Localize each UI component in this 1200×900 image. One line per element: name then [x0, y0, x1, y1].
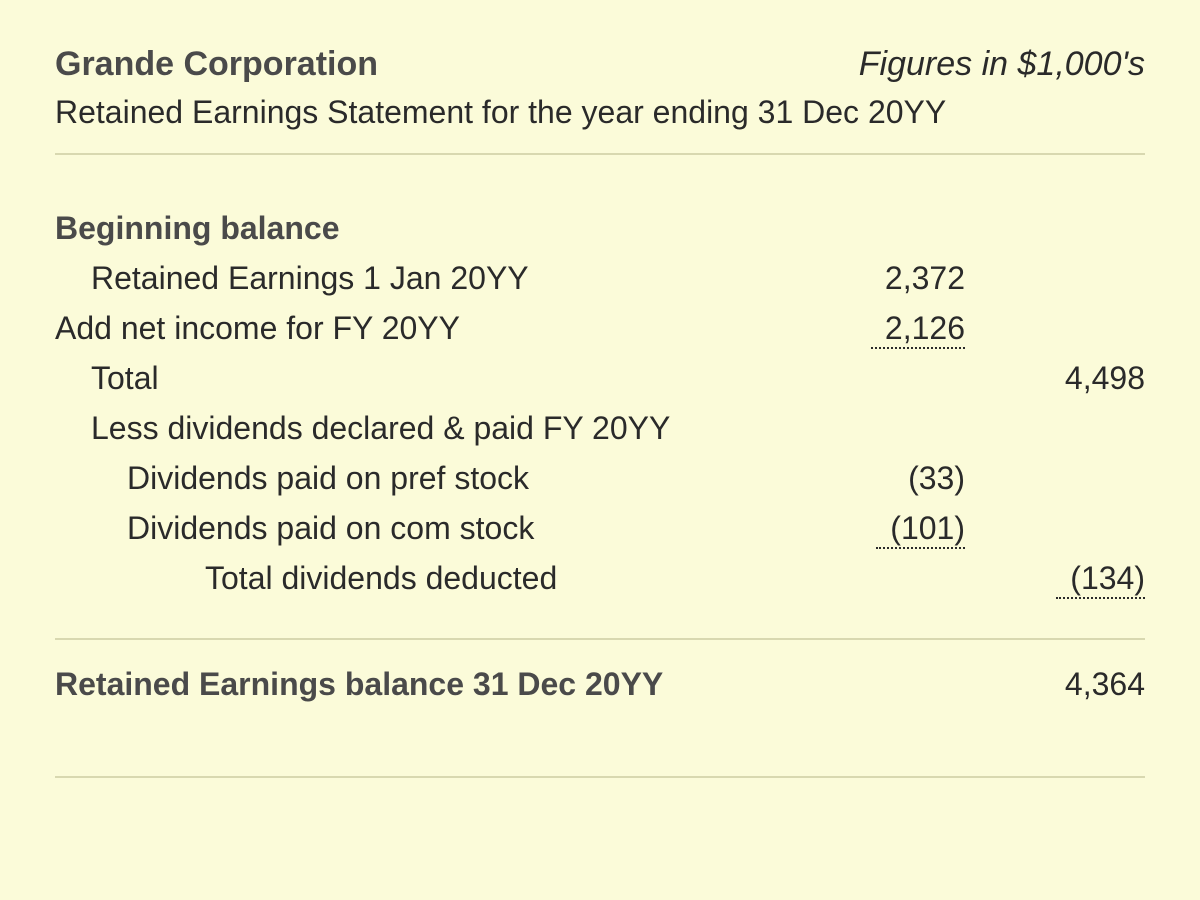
- figures-note: Figures in $1,000's: [859, 45, 1145, 84]
- row-add-net-income: Add net income for FY 20YY 2,126: [55, 310, 1145, 360]
- statement-body: Beginning balance Retained Earnings 1 Ja…: [55, 155, 1145, 638]
- row-div-com: Dividends paid on com stock (101): [55, 510, 1145, 560]
- statement-header: Grande Corporation Figures in $1,000's: [55, 45, 1145, 84]
- underlined-value: (101): [876, 510, 965, 549]
- row-div-pref: Dividends paid on pref stock (33): [55, 460, 1145, 510]
- row-less-dividends: Less dividends declared & paid FY 20YY: [55, 410, 1145, 460]
- total-dividends-label: Total dividends deducted: [55, 560, 785, 597]
- company-name: Grande Corporation: [55, 45, 378, 84]
- ending-balance-label: Retained Earnings balance 31 Dec 20YY: [55, 666, 785, 703]
- row-total: Total 4,498: [55, 360, 1145, 410]
- div-pref-label: Dividends paid on pref stock: [55, 460, 785, 497]
- div-pref-value: (33): [785, 460, 965, 497]
- div-com-value: (101): [785, 510, 965, 549]
- statement-footer: Retained Earnings balance 31 Dec 20YY 4,…: [55, 640, 1145, 776]
- row-beginning-balance: Beginning balance: [55, 210, 1145, 260]
- beginning-balance-label: Beginning balance: [55, 210, 785, 247]
- add-net-income-label: Add net income for FY 20YY: [55, 310, 785, 347]
- retained-earnings-start-value: 2,372: [785, 260, 965, 297]
- retained-earnings-start-label: Retained Earnings 1 Jan 20YY: [55, 260, 785, 297]
- div-com-label: Dividends paid on com stock: [55, 510, 785, 547]
- total-value: 4,498: [965, 360, 1145, 397]
- less-dividends-label: Less dividends declared & paid FY 20YY: [55, 410, 785, 447]
- row-ending-balance: Retained Earnings balance 31 Dec 20YY 4,…: [55, 666, 1145, 716]
- row-retained-earnings-start: Retained Earnings 1 Jan 20YY 2,372: [55, 260, 1145, 310]
- underlined-value: 2,126: [871, 310, 965, 349]
- row-total-dividends: Total dividends deducted (134): [55, 560, 1145, 610]
- underlined-value: (134): [1056, 560, 1145, 599]
- add-net-income-value: 2,126: [785, 310, 965, 349]
- divider-bottom: [55, 776, 1145, 778]
- total-dividends-value: (134): [965, 560, 1145, 599]
- statement-subtitle: Retained Earnings Statement for the year…: [55, 94, 1145, 131]
- total-label: Total: [55, 360, 785, 397]
- ending-balance-value: 4,364: [965, 666, 1145, 703]
